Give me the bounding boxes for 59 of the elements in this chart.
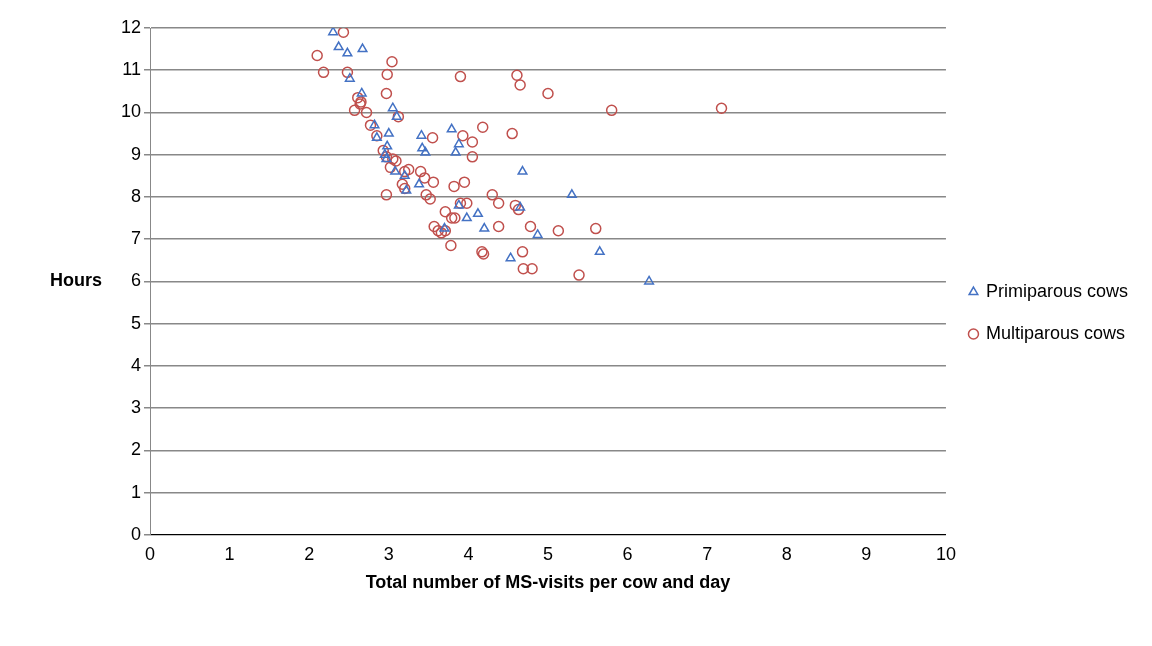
point <box>344 72 355 82</box>
y-tick-label: 11 <box>122 59 142 80</box>
point <box>356 87 367 97</box>
point <box>594 246 605 256</box>
x-tick-label: 4 <box>463 543 474 564</box>
y-tick-label: 10 <box>120 101 142 122</box>
point <box>382 140 393 150</box>
x-tick-label: 10 <box>935 543 956 564</box>
x-tick-label: 1 <box>224 543 235 564</box>
y-tick-label: 1 <box>131 481 142 502</box>
legend-label: Primiparous cows <box>985 280 1129 301</box>
x-tick-label: 9 <box>861 543 872 564</box>
point <box>390 165 401 175</box>
point <box>357 43 368 53</box>
point <box>383 127 394 137</box>
point <box>387 102 398 112</box>
point <box>342 47 353 57</box>
y-tick-label: 8 <box>131 185 142 206</box>
point <box>417 142 428 152</box>
y-tick-label: 7 <box>131 228 142 249</box>
y-tick-label: 12 <box>120 16 142 37</box>
x-axis-title: Total number of MS-visits per cow and day <box>365 572 731 593</box>
point <box>369 119 380 129</box>
point <box>439 222 450 232</box>
point <box>450 146 461 156</box>
point <box>446 123 457 133</box>
x-tick-label: 8 <box>781 543 792 564</box>
y-tick-label: 3 <box>131 397 142 418</box>
y-axis-title: Hours <box>50 270 103 291</box>
y-tick-label: 6 <box>131 270 142 291</box>
x-tick-label: 7 <box>702 543 713 564</box>
point <box>413 178 425 188</box>
point <box>399 170 410 180</box>
point <box>453 138 464 148</box>
x-tick-label: 3 <box>383 543 394 564</box>
point <box>532 229 543 239</box>
point <box>479 222 490 232</box>
y-tick-label: 0 <box>131 523 142 544</box>
legend-label: Multiparous cows <box>985 322 1126 343</box>
x-tick-label: 6 <box>622 543 633 564</box>
point <box>461 212 472 222</box>
x-tick-label: 5 <box>542 543 553 564</box>
point <box>379 148 390 158</box>
y-tick-label: 4 <box>131 354 142 375</box>
x-tick-label: 0 <box>145 543 156 564</box>
point <box>420 146 431 156</box>
x-tick-label: 2 <box>304 543 315 564</box>
point <box>566 189 577 199</box>
y-tick-label: 2 <box>131 439 142 460</box>
y-tick-label: 5 <box>131 312 142 333</box>
point <box>517 165 528 175</box>
point <box>328 28 339 36</box>
point <box>505 252 516 262</box>
point <box>472 208 484 218</box>
point <box>644 275 655 285</box>
point <box>333 41 344 51</box>
y-tick-label: 9 <box>131 143 142 164</box>
point <box>416 129 427 139</box>
point <box>515 201 526 211</box>
